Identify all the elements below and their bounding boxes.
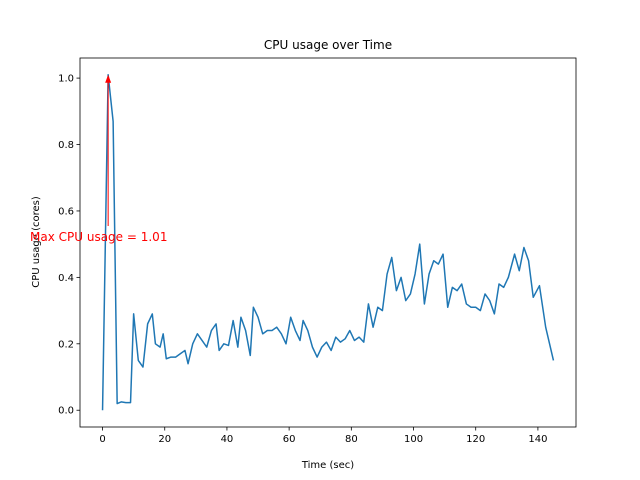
annotation-arrowhead (105, 74, 112, 83)
annotation-text: Max CPU usage = 1.01 (30, 230, 167, 244)
x-tick-label: 120 (466, 434, 485, 445)
x-tick-label: 140 (528, 434, 547, 445)
y-tick-label: 0.8 (58, 140, 74, 151)
data-line (101, 74, 555, 411)
y-tick-label: 0.0 (58, 406, 74, 417)
x-tick-label: 60 (283, 434, 296, 445)
plot-frame (79, 57, 577, 428)
x-axis-label: Time (sec) (301, 460, 354, 471)
y-tick-label: 1.0 (58, 74, 74, 85)
x-tick-label: 80 (345, 434, 358, 445)
y-tick-label: 0.2 (58, 339, 74, 350)
y-tick-label: 0.4 (58, 273, 74, 284)
x-tick-label: 100 (404, 434, 423, 445)
x-tick-label: 0 (99, 434, 105, 445)
chart-title: CPU usage over Time (264, 38, 392, 52)
x-tick-label: 20 (158, 434, 171, 445)
y-tick-label: 0.6 (58, 206, 74, 217)
x-tick-label: 40 (221, 434, 234, 445)
y-axis-label: CPU usage (cores) (31, 196, 42, 288)
